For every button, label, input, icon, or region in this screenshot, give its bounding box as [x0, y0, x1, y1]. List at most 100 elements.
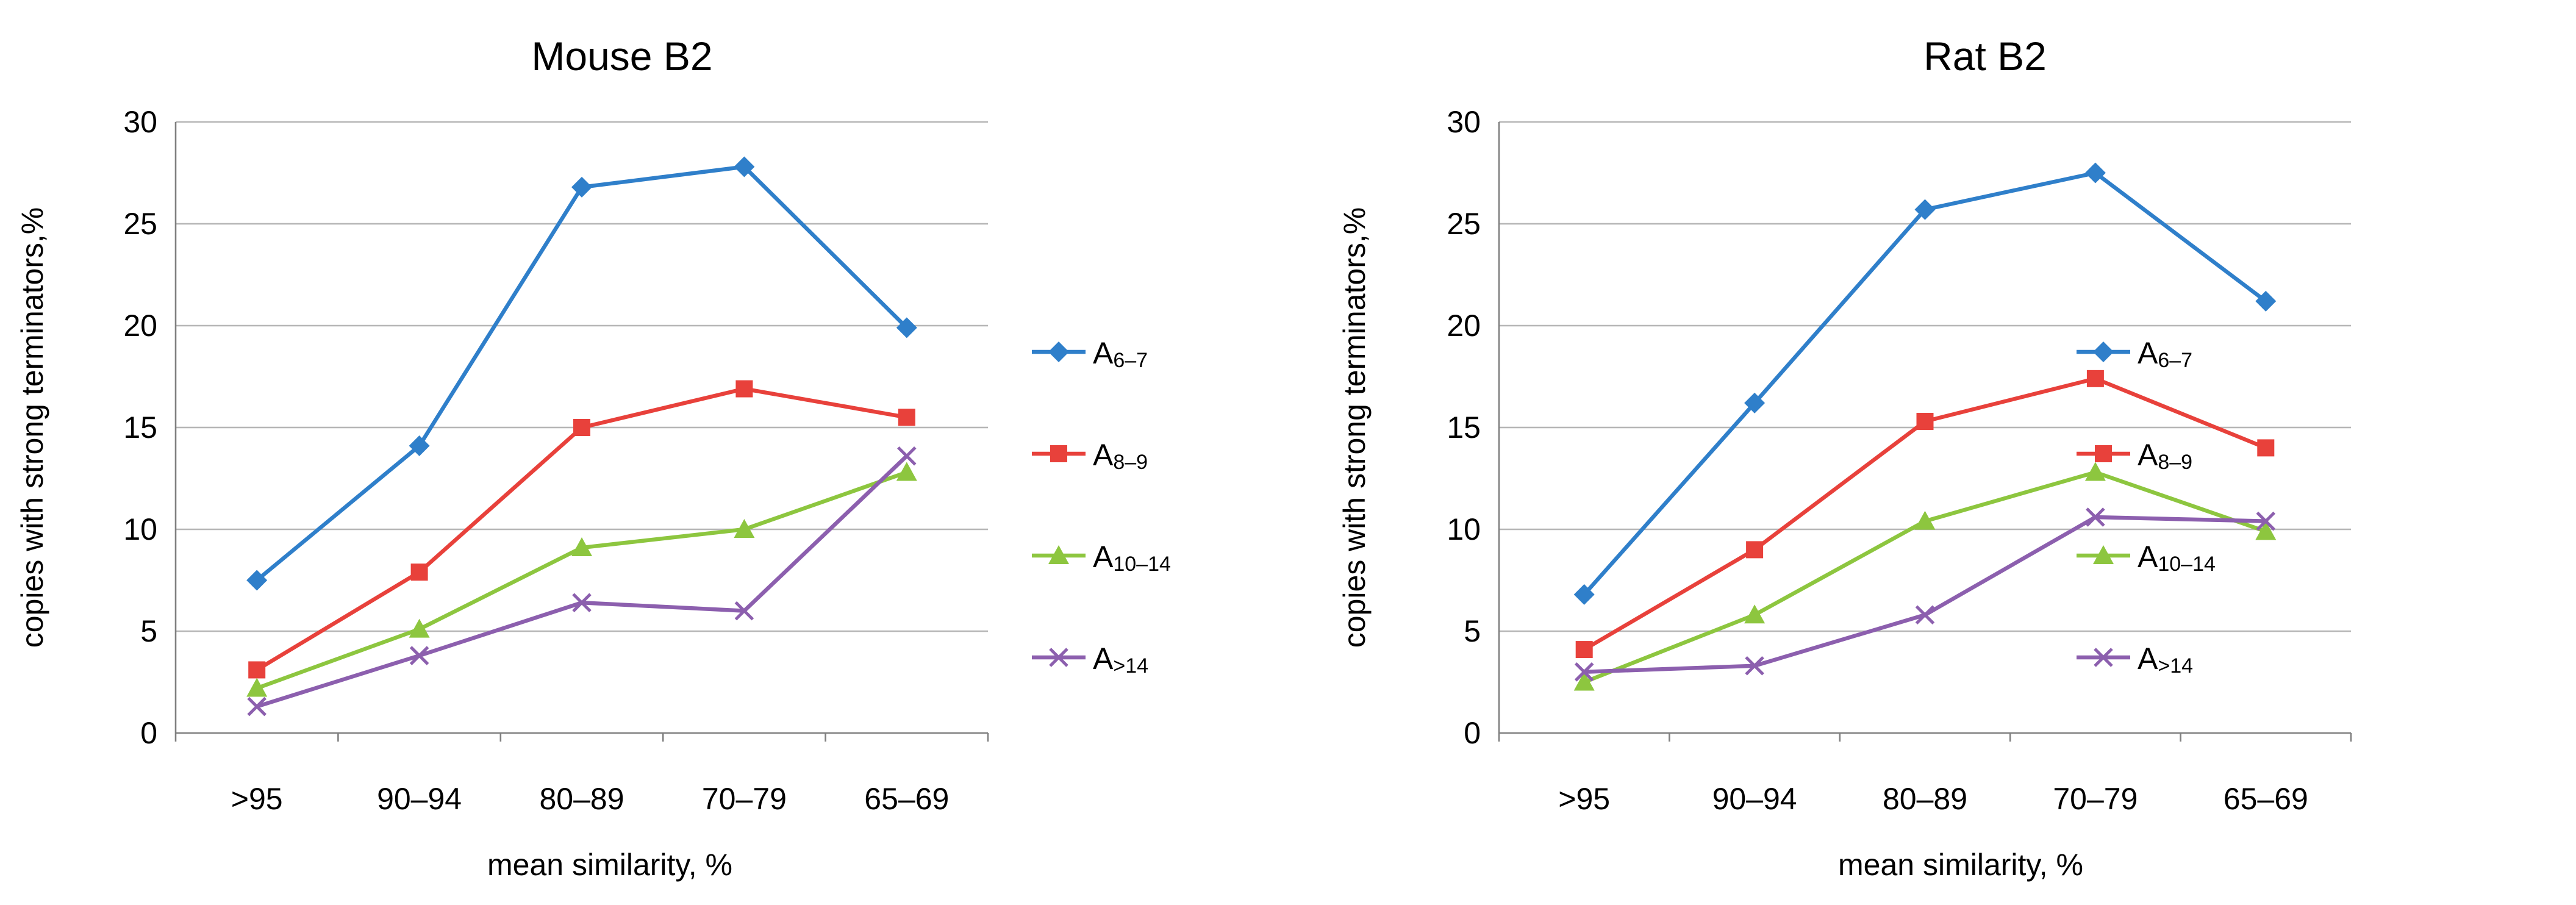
series-a-6-7-point-80-89 — [1914, 199, 1936, 220]
legend-label: A6–7 — [1093, 336, 1148, 372]
y-axis-title: copies with strong terminators,% — [15, 207, 49, 648]
y-tick-label-0: 0 — [1464, 716, 1481, 750]
series-a-6-7-line — [1582, 171, 2268, 597]
y-tick-label-5: 5 — [140, 614, 157, 648]
y-tick-label-20: 20 — [123, 309, 157, 343]
legend-label-base: A — [2138, 336, 2158, 370]
y-tick-label-25: 25 — [123, 207, 157, 241]
series-a-6-7-point-90-94 — [409, 435, 430, 457]
series-a-10-14-point-70-79 — [734, 519, 755, 538]
legend-label-subscript: 8–9 — [2158, 451, 2192, 474]
series-a-8-9-point-70-79 — [735, 380, 753, 398]
series-a-8-9-point-90-94 — [410, 563, 428, 581]
x-tick-label-gt95: >95 — [1558, 782, 1610, 816]
x-tick-label-70-79: 70–79 — [2053, 782, 2138, 816]
series-a-gt14-point-gt95 — [1574, 662, 1594, 682]
series-a-gt14 — [1574, 507, 2276, 682]
legend-marker — [1050, 445, 1067, 462]
series-a-6-7-point-70-79 — [2084, 162, 2106, 184]
legend-label-subscript: 10–14 — [1113, 553, 1171, 576]
series-a-8-9-point-90-94 — [1746, 541, 1764, 559]
series-a-10-14-point-80-89 — [571, 537, 592, 557]
series-a-gt14-line — [254, 454, 909, 709]
legend-label-base: A — [2138, 438, 2158, 472]
series-a-8-9-point-65-69 — [898, 409, 915, 426]
legend-marker — [2094, 648, 2113, 667]
series-a-6-7-line — [254, 165, 909, 582]
legend-label-subscript: 8–9 — [1113, 451, 1148, 474]
series-a-gt14-point-80-89 — [572, 593, 592, 613]
series-a-10-14 — [1573, 462, 2277, 691]
mouse-b2-chart: 0 5 10 15 20 25 30 >95 90–94 80–89 70–79 65–69 Mouse… — [15, 34, 1171, 882]
legend-label-subscript: 10–14 — [2158, 553, 2216, 576]
legend-label-base: A — [1093, 642, 1114, 676]
legend-label: A8–9 — [1093, 438, 1148, 474]
series-a-gt14-point-65-69 — [897, 446, 917, 466]
legend-entry-a-6-7: A6–7 — [2077, 336, 2192, 372]
series-a-gt14-line — [1582, 515, 2268, 674]
legend-label-base: A — [2138, 642, 2158, 676]
legend-label: A>14 — [1093, 642, 1148, 678]
y-tick-label-0: 0 — [140, 716, 157, 750]
legend-label-base: A — [1093, 336, 1114, 370]
series-a-10-14-point-90-94 — [1744, 604, 1766, 624]
series-a-10-14-point-70-79 — [2084, 462, 2106, 481]
series-a-gt14-point-70-79 — [734, 601, 754, 621]
legend-label-base: A — [1093, 438, 1114, 472]
series-a-10-14-point-65-69 — [2255, 521, 2277, 540]
x-axis-title: mean similarity, % — [487, 848, 732, 882]
chart-title: Rat B2 — [1923, 34, 2047, 79]
legend-marker — [2095, 445, 2112, 462]
x-tick-label-80-89: 80–89 — [539, 782, 624, 816]
series-a-gt14-point-gt95 — [247, 696, 267, 717]
series-a-10-14 — [246, 462, 917, 697]
legend-entry-a-8-9: A8–9 — [2077, 438, 2192, 474]
legend-label-base: A — [2138, 540, 2158, 574]
x-tick-label-90-94: 90–94 — [1712, 782, 1797, 816]
x-tick-label-gt95: >95 — [231, 782, 283, 816]
y-tick-label-20: 20 — [1447, 309, 1481, 343]
series-a-10-14-line — [1582, 470, 2268, 684]
series-a-8-9-point-gt95 — [248, 661, 266, 679]
series-a-8-9-point-80-89 — [1916, 412, 1934, 430]
series-a-10-14-line — [254, 470, 909, 690]
legend-label: A10–14 — [2138, 540, 2216, 576]
y-tick-label-5: 5 — [1464, 614, 1481, 648]
legend-marker — [1048, 545, 1069, 564]
legend-marker — [2093, 342, 2114, 362]
series-a-8-9-point-80-89 — [573, 419, 590, 436]
y-tick-label-30: 30 — [1447, 105, 1481, 139]
y-tick-label-25: 25 — [1447, 207, 1481, 241]
x-tick-label-80-89: 80–89 — [1883, 782, 1967, 816]
series-a-10-14-point-80-89 — [1914, 510, 1936, 530]
legend-label-subscript: 6–7 — [2158, 349, 2192, 372]
rat-b2-chart: 0 5 10 15 20 25 30 >95 90–94 80–89 70–79 65–69 Rat B… — [1337, 34, 2352, 882]
series-a-8-9 — [1575, 370, 2275, 659]
series-a-10-14-point-gt95 — [246, 678, 268, 697]
series-a-6-7-point-gt95 — [1573, 584, 1595, 605]
legend-entry-a-8-9: A8–9 — [1032, 438, 1148, 474]
x-tick-label-65-69: 65–69 — [864, 782, 949, 816]
series-a-6-7-point-65-69 — [896, 317, 917, 338]
series-a-6-7-point-70-79 — [734, 156, 755, 177]
legend-label-subscript: >14 — [1113, 654, 1148, 678]
legend-label: A8–9 — [2138, 438, 2192, 474]
series-a-gt14-point-90-94 — [409, 646, 429, 665]
series-a-8-9 — [248, 380, 915, 679]
series-a-6-7 — [1573, 162, 2277, 605]
series-a-10-14-point-65-69 — [896, 462, 917, 481]
series-a-10-14-point-gt95 — [1573, 671, 1595, 691]
legend-entry-a-10-14: A10–14 — [1032, 540, 1171, 576]
y-tick-label-10: 10 — [1447, 512, 1481, 546]
y-tick-label-15: 15 — [123, 410, 157, 445]
legend-entry-a-gt14: A>14 — [2077, 642, 2193, 678]
legend-label: A10–14 — [1093, 540, 1171, 576]
series-a-gt14-point-90-94 — [1745, 656, 1764, 676]
series-a-8-9-point-65-69 — [2257, 439, 2275, 457]
series-a-gt14-point-70-79 — [2086, 507, 2105, 527]
legend-marker — [1048, 342, 1069, 362]
legend-entry-a-6-7: A6–7 — [1032, 336, 1148, 372]
chart-title: Mouse B2 — [531, 34, 712, 79]
series-a-gt14-point-65-69 — [2256, 511, 2276, 531]
